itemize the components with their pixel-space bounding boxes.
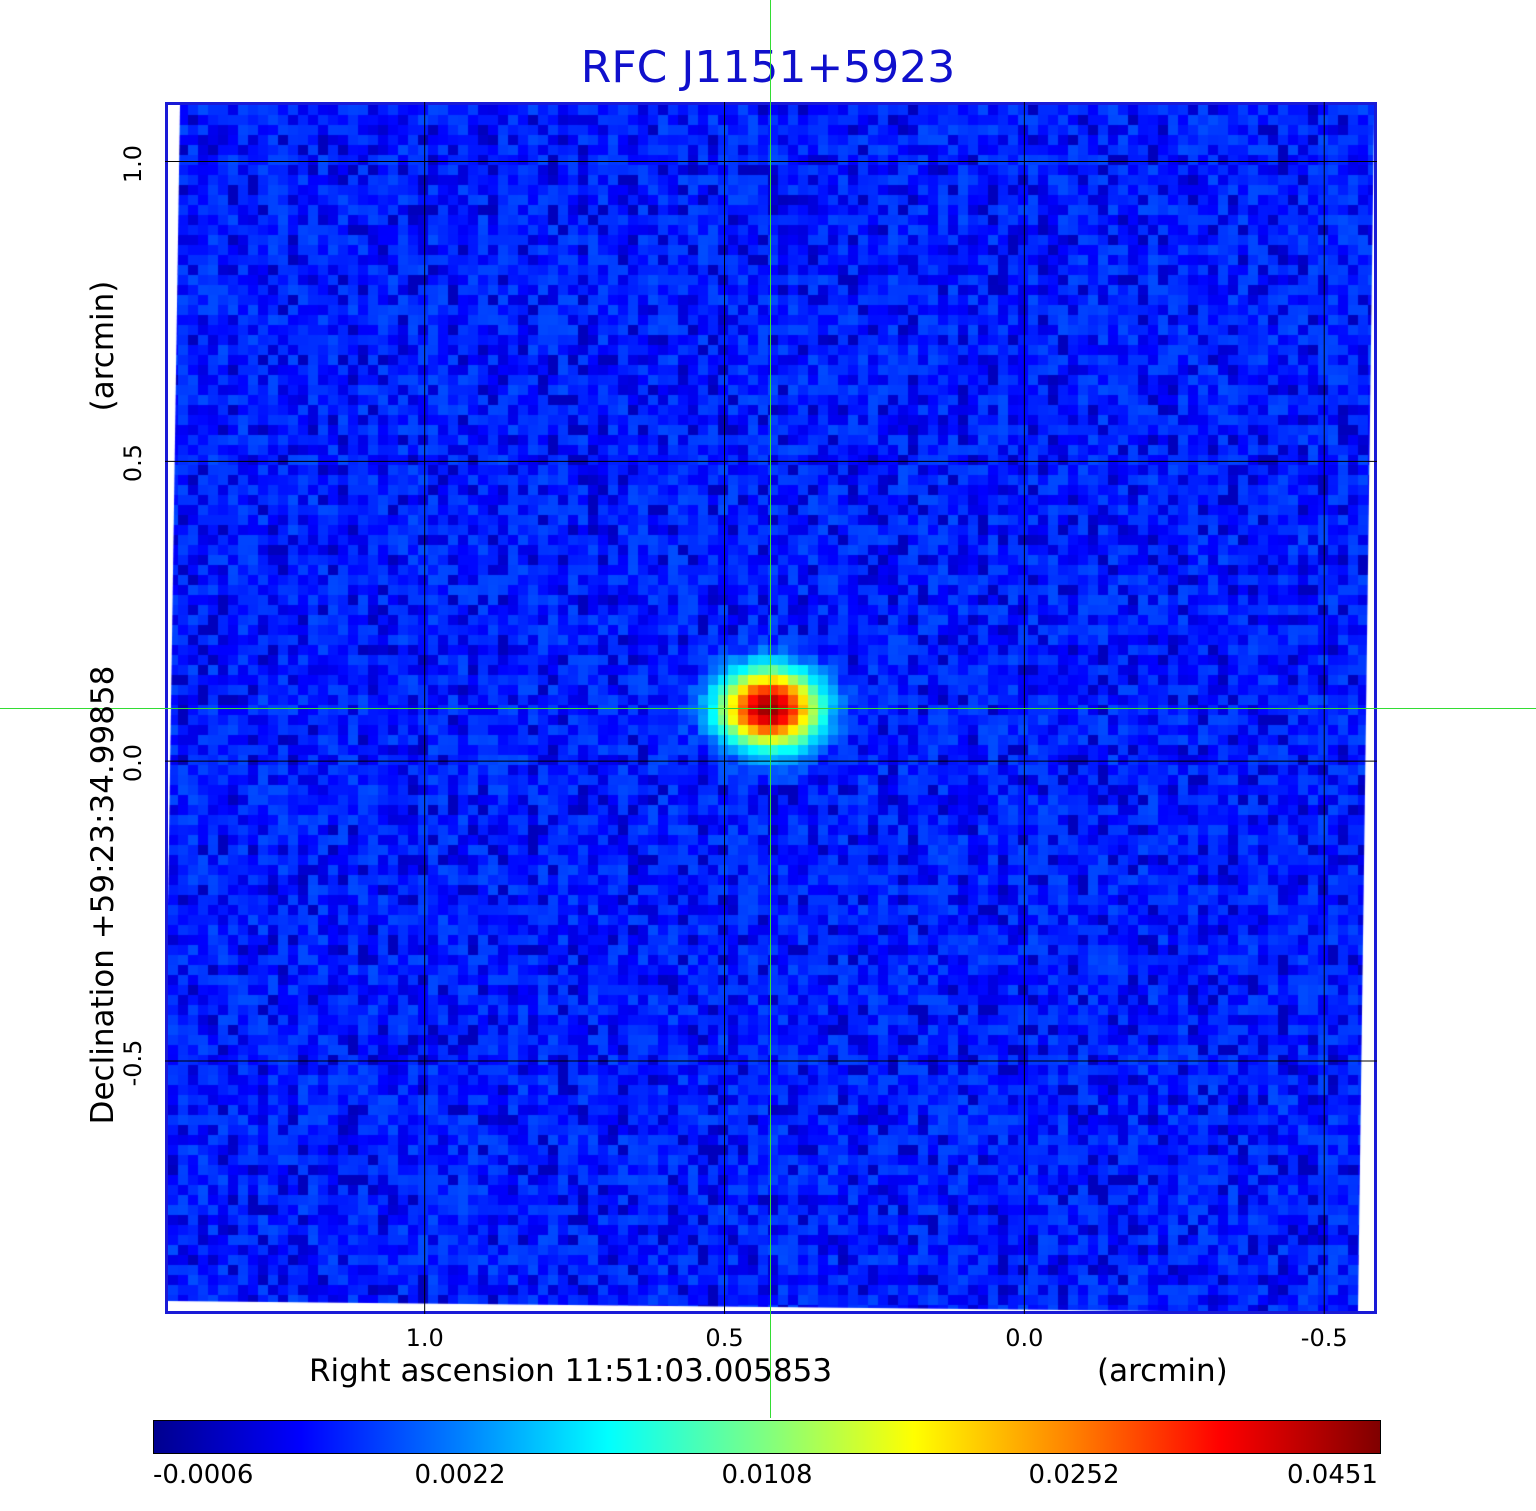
colorbar-tick-label: 0.0451 [1287, 1460, 1378, 1490]
chart-title: RFC J1151+5923 [580, 42, 956, 93]
x-tick-label: -0.5 [1300, 1324, 1348, 1352]
crosshair-vertical[interactable] [770, 0, 771, 1418]
x-axis-unit: (arcmin) [1097, 1353, 1228, 1389]
x-tick-label: 0.5 [705, 1324, 744, 1352]
colorbar-tick-label: 0.0252 [1028, 1460, 1120, 1490]
x-axis-label: Right ascension 11:51:03.005853 [309, 1353, 833, 1389]
colorbar-tick-label: 0.0022 [414, 1460, 506, 1490]
colorbar [153, 1420, 1381, 1454]
y-tick-label: 0.5 [119, 444, 147, 483]
y-axis-unit: (arcmin) [85, 280, 121, 412]
colorbar-tick-label: -0.0006 [153, 1460, 254, 1490]
x-tick-label: 0.0 [1005, 1324, 1044, 1352]
y-tick-label: -0.5 [119, 1039, 147, 1087]
colorbar-tick-label: 0.0108 [721, 1460, 813, 1490]
y-tick-label: 1.0 [119, 144, 147, 183]
x-tick-label: 1.0 [405, 1324, 444, 1352]
y-tick-label: 0.0 [119, 744, 147, 783]
crosshair-horizontal[interactable] [0, 708, 1536, 709]
y-axis-label: Declination +59:23:34.99858 [85, 665, 121, 1125]
